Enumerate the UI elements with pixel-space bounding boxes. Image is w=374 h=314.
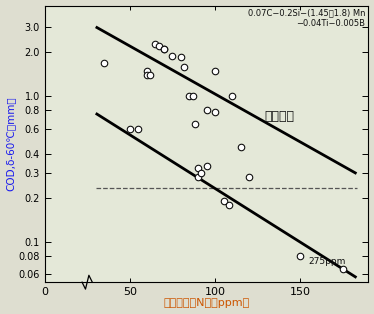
Point [144,68,150,73]
Point [212,68,218,73]
Point [127,126,133,131]
Point [187,94,193,99]
Text: 275ppm: 275ppm [309,257,346,267]
Point [297,254,303,259]
Point [212,110,218,115]
Point [229,94,235,99]
Point [190,94,196,99]
Point [198,170,204,175]
X-axis label: 溶接金属のN量（ppm）: 溶接金属のN量（ppm） [163,298,249,308]
Point [135,126,141,131]
Point [101,60,107,65]
Point [226,202,232,207]
Text: 0.07C−0.2Si−(1.45～1.8) Mn
−0.04Ti−0.005B: 0.07C−0.2Si−(1.45～1.8) Mn −0.04Ti−0.005B [248,8,365,29]
Point [161,47,167,52]
Point [237,144,243,149]
Point [246,174,252,179]
Point [195,166,201,171]
Point [191,121,197,126]
Point [178,55,184,60]
Point [181,64,187,69]
Text: 立向上進: 立向上進 [265,110,295,123]
Point [195,174,201,179]
Point [161,47,167,52]
Point [169,53,175,58]
Point [340,267,346,272]
Point [203,164,209,169]
Point [221,199,227,204]
Point [144,73,150,78]
Point [152,41,158,46]
Point [147,73,153,78]
Point [203,108,209,113]
Point [156,44,162,49]
Y-axis label: COD,δ-60℃（mm）: COD,δ-60℃（mm） [6,97,16,191]
